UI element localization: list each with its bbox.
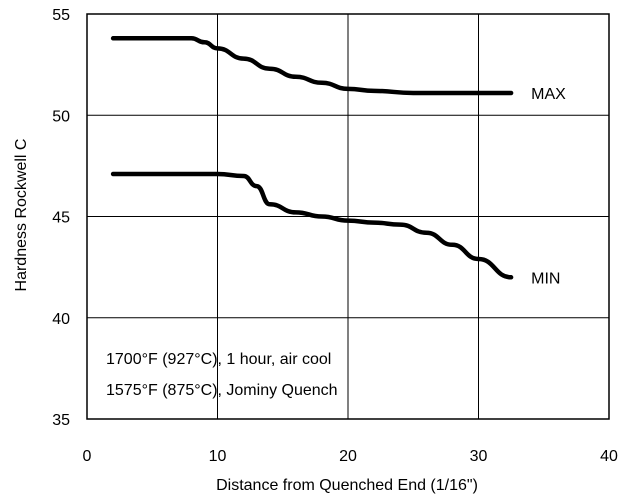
series-labels: MAX MIN xyxy=(531,86,566,287)
y-tick-label: 40 xyxy=(52,311,70,328)
y-tick-label: 35 xyxy=(52,412,70,429)
x-tick-label: 10 xyxy=(209,448,227,465)
annotation-line-1: 1700°F (927°C), 1 hour, air cool xyxy=(106,351,331,368)
y-axis-label: Hardness Rockwell C xyxy=(13,139,30,292)
y-tick-label: 45 xyxy=(52,210,70,227)
x-axis-label: Distance from Quenched End (1/16") xyxy=(216,477,478,494)
series-line-max xyxy=(110,36,514,96)
series-label-min: MIN xyxy=(531,270,560,287)
x-tick-label: 30 xyxy=(470,448,488,465)
annotation-line-2: 1575°F (875°C), Jominy Quench xyxy=(106,382,338,399)
x-tick-labels: 0 10 20 30 40 xyxy=(83,448,618,465)
plot-area-frame xyxy=(86,13,610,420)
y-tick-label: 55 xyxy=(52,7,70,24)
x-tick-label: 0 xyxy=(83,448,92,465)
grid-lines xyxy=(87,14,609,419)
series-lines xyxy=(110,36,514,280)
y-tick-label: 50 xyxy=(52,108,70,125)
x-tick-label: 20 xyxy=(339,448,357,465)
x-tick-label: 40 xyxy=(600,448,618,465)
y-tick-labels: 35 40 45 50 55 xyxy=(52,7,70,429)
series-label-max: MAX xyxy=(531,86,566,103)
series-line-min xyxy=(110,171,514,280)
